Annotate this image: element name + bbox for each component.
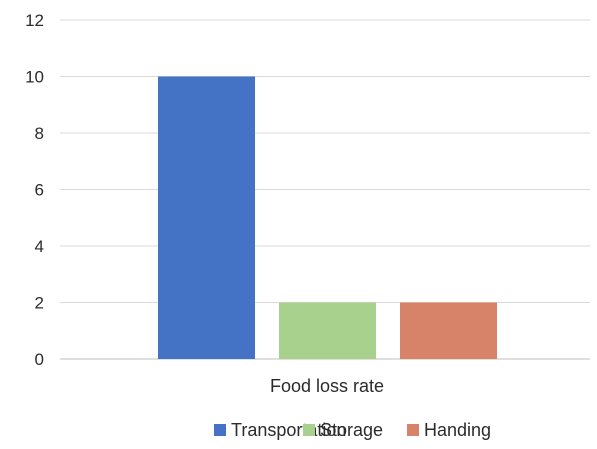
y-tick-label: 6 [35, 181, 44, 200]
y-tick-label: 8 [35, 124, 44, 143]
x-category-label: Food loss rate [270, 376, 384, 396]
legend-item-handing: Handing [407, 420, 491, 440]
bar-transportation [158, 76, 255, 359]
legend-swatch [407, 424, 419, 436]
legend-label: Handing [424, 420, 491, 440]
y-tick-label: 12 [25, 11, 44, 30]
bar-handing [400, 302, 497, 359]
bars [158, 76, 497, 359]
gridlines [60, 19, 590, 360]
legend-label: Transportation [231, 420, 346, 440]
legend-swatch [214, 424, 226, 436]
y-tick-label: 10 [25, 68, 44, 87]
legend-item-storage: Storage [303, 420, 383, 440]
legend-label: Storage [320, 420, 383, 440]
bar-storage [279, 302, 376, 359]
y-tick-label: 4 [35, 237, 44, 256]
y-tick-label: 0 [35, 350, 44, 369]
y-axis: 0 2 4 6 8 10 12 [25, 11, 44, 369]
legend-swatch [303, 424, 315, 436]
y-tick-label: 2 [35, 294, 44, 313]
legend-item-transportation: Transportation [214, 420, 346, 440]
x-axis: Food loss rate [270, 376, 384, 396]
